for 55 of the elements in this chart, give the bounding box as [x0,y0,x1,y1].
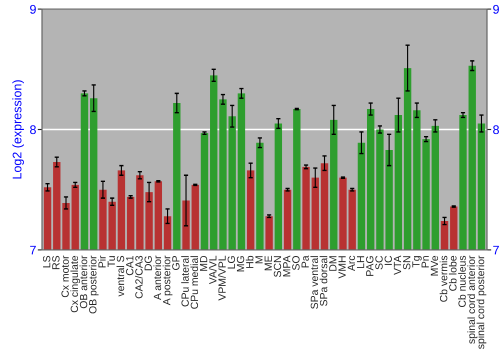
y-tick-label: 9 [30,4,36,14]
x-tick-label: DM [329,256,336,271]
x-tick-label: DG [144,256,152,270]
x-tick-label: spinal cord posterior [476,256,486,349]
x-tick-label: ventral S [116,256,124,297]
x-tick-label: Cb vermis [440,256,448,302]
x-tick-label: spinal cord anterior [467,256,478,344]
x-tick-label: GP [172,256,180,270]
x-tick-label: OB posterior [88,256,99,314]
y2-tick-label: 9 [493,4,499,14]
x-tick-label: Pir [98,256,106,268]
x-tick-label: VMH [338,256,346,279]
x-tick-label: A anterior [153,256,162,300]
y-tick-label: 8 [30,125,36,134]
x-tick-label: MG [236,256,244,272]
x-tick-label: Cx motor [61,256,69,298]
x-tick-label: Cb nucleus [458,256,466,308]
x-tick-label: LS [42,256,50,268]
x-tick-label: LG [228,256,235,268]
x-tick-label: OB anterior [80,256,88,308]
x-tick-label: IC [384,256,392,265]
x-tick-label: CA2/CA3 [135,256,143,298]
x-tick-label: SPa dorsal [320,256,328,306]
x-tick-label: MVe [430,256,438,276]
x-tick-label: Tu [108,256,115,267]
x-tick-label: MPA [283,255,290,276]
x-tick-label: Cb lobe [448,256,457,291]
x-tick-label: SO [292,256,300,270]
x-tick-label: LH [356,256,364,268]
x-tick-label: ME [264,256,272,270]
x-tick-label: VPM/VPL [218,256,226,301]
x-tick-label: MD [200,256,208,271]
x-tick-label: SPa ventral [310,256,318,309]
x-tick-label: A posterior [162,256,172,306]
x-tick-label: Cx cingulate [70,256,80,312]
y-axis-title: Log2 (expression) [12,80,24,178]
x-tick-label: Pn [422,256,429,268]
x-tick-label: SC [375,256,383,270]
x-tick-label: Arc [348,256,356,272]
y2-tick-label: 8 [493,125,499,134]
x-tick-label: Hb [246,256,254,268]
x-tick-label: SN [403,256,410,270]
x-tick-label: CPu medial [190,256,198,309]
x-tick-label: Tg [412,256,422,268]
x-tick-label: Pa [302,255,309,268]
y2-tick-label: 7 [493,246,499,254]
x-tick-label: VTA [394,255,402,275]
x-tick-label: PAG [366,256,374,276]
x-tick-label: SCN [274,256,282,277]
x-tick-label: CPu lateral [181,256,189,306]
x-tick-label: M [255,256,263,264]
x-tick-label: VA/VL [208,256,217,284]
x-tick-label: CA1 [126,256,134,276]
y-tick-label: 7 [30,246,36,254]
x-tick-label: RS [52,256,60,270]
